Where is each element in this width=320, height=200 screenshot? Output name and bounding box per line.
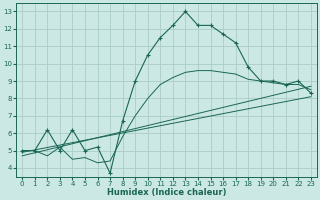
X-axis label: Humidex (Indice chaleur): Humidex (Indice chaleur) bbox=[107, 188, 226, 197]
